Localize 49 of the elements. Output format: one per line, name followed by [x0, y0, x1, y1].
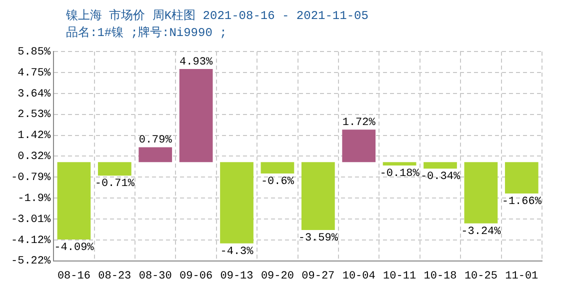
- x-tick-label: 10-11: [383, 270, 416, 282]
- data-label: -3.59%: [298, 232, 338, 244]
- x-tick-label: 09-27: [302, 270, 335, 282]
- data-label: 0.79%: [138, 134, 172, 147]
- data-label: -3.24%: [461, 226, 502, 238]
- bar: [301, 162, 335, 230]
- bar: [382, 162, 416, 166]
- bar: [220, 162, 254, 244]
- y-tick-label: -3.01%: [10, 214, 51, 226]
- y-tick-label: -1.9%: [18, 192, 51, 205]
- bar: [98, 162, 132, 176]
- bar: [260, 162, 294, 174]
- data-label: -0.18%: [380, 168, 420, 180]
- bar: [504, 162, 538, 194]
- data-label: -0.71%: [94, 178, 135, 190]
- y-tick-label: -5.22%: [10, 256, 51, 268]
- bar: [138, 147, 172, 162]
- data-label: -1.66%: [502, 196, 542, 208]
- x-tick-label: 08-16: [57, 270, 90, 282]
- bar: [57, 162, 91, 240]
- bar: [342, 130, 376, 162]
- data-label: 4.93%: [180, 56, 213, 68]
- x-tick-label: 10-04: [342, 270, 376, 282]
- data-label: -0.34%: [420, 170, 460, 183]
- x-tick-label: 09-20: [260, 270, 294, 282]
- y-tick-label: 5.85%: [18, 46, 51, 59]
- x-tick-label: 11-01: [505, 270, 539, 282]
- data-label: -0.6%: [260, 176, 294, 188]
- chart-subtitle: 品名:1#镍 ;牌号:Ni9990 ;: [66, 25, 228, 42]
- y-tick-label: 3.64%: [18, 88, 51, 100]
- y-tick-label: 2.53%: [18, 109, 51, 122]
- x-tick-label: 08-30: [138, 270, 172, 282]
- bar: [179, 68, 213, 162]
- data-label: -4.09%: [54, 242, 94, 254]
- x-tick-label: 09-13: [220, 270, 254, 282]
- data-label: -4.3%: [220, 246, 254, 258]
- data-label: 1.72%: [342, 117, 376, 130]
- bar: [424, 162, 457, 169]
- y-tick-label: 4.75%: [18, 67, 51, 80]
- y-tick-label: 1.42%: [18, 130, 51, 142]
- x-tick-label: 10-25: [464, 270, 498, 282]
- y-tick-label: 0.32%: [18, 151, 51, 164]
- chart-title: 镍上海 市场价 周K柱图 2021-08-16 - 2021-11-05: [66, 8, 370, 25]
- x-tick-label: 09-06: [180, 270, 213, 282]
- bar: [464, 162, 498, 224]
- x-tick-label: 10-18: [424, 270, 457, 282]
- y-tick-label: -0.79%: [10, 172, 51, 184]
- x-tick-label: 08-23: [98, 270, 132, 282]
- y-tick-label: -4.12%: [10, 234, 51, 247]
